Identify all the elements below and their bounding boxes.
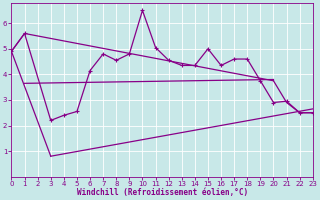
X-axis label: Windchill (Refroidissement éolien,°C): Windchill (Refroidissement éolien,°C) xyxy=(76,188,248,197)
